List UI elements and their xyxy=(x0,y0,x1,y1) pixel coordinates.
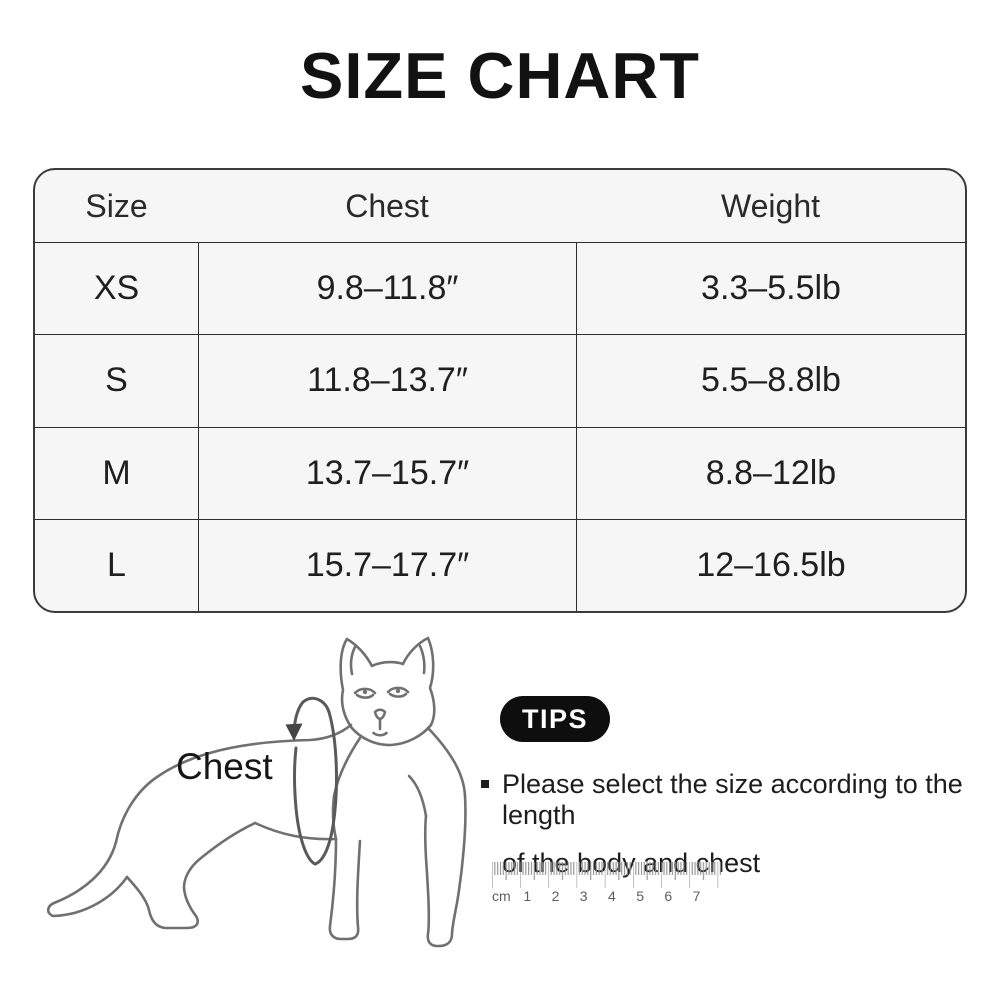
cm-ruler: cm 1 2 3 4 5 6 7 xyxy=(492,859,722,906)
cat-outline xyxy=(46,636,467,948)
cell-weight: 5.5–8.8lb xyxy=(576,335,965,427)
cell-chest: 13.7–15.7″ xyxy=(198,427,576,519)
cell-weight: 3.3–5.5lb xyxy=(576,243,965,335)
note-line-1: Please select the size according to the … xyxy=(481,769,971,831)
column-header-weight: Weight xyxy=(720,187,820,224)
note-text-1: Please select the size according to the … xyxy=(502,769,963,830)
cat-back xyxy=(114,723,353,844)
cell-size: XS xyxy=(93,269,140,308)
cat-pupil-left xyxy=(362,689,368,695)
table-row-s: S 11.8–13.7″ 5.5–8.8lb xyxy=(35,334,965,427)
chest-measurement-label: Chest xyxy=(176,746,273,787)
measure-arrow-icon xyxy=(285,723,303,741)
size-table-header-row: Size Chest Weight xyxy=(35,170,965,242)
ruler-labels: cm 1 2 3 4 5 6 7 xyxy=(492,888,701,904)
cat-nose xyxy=(373,708,387,721)
cell-size: L xyxy=(107,545,126,584)
cat-front-leg-far-inner xyxy=(407,774,428,818)
cat-mouth xyxy=(372,717,388,737)
cat-eye-left xyxy=(353,687,377,699)
ruler-mark-1: 1 xyxy=(523,888,531,904)
page-title: SIZE CHART xyxy=(300,39,700,112)
ruler-mark-2: 2 xyxy=(552,888,560,904)
cell-size: S xyxy=(105,361,128,400)
ruler-mark-6: 6 xyxy=(664,888,672,904)
cat-tail xyxy=(46,840,129,918)
ruler-mark-3: 3 xyxy=(580,888,588,904)
ruler-mark-5: 5 xyxy=(636,888,644,904)
cat-head xyxy=(339,636,436,747)
column-header-size: Size xyxy=(85,187,148,224)
cat-belly xyxy=(253,821,338,841)
tips-badge: TIPS xyxy=(500,696,610,742)
cat-front-leg-far xyxy=(423,794,467,948)
cell-weight: 12–16.5lb xyxy=(576,519,965,611)
cat-front-leg-near xyxy=(328,837,362,941)
cell-chest: 9.8–11.8″ xyxy=(198,243,576,335)
chest-band-top xyxy=(292,696,331,732)
bullet-square-icon xyxy=(481,780,489,788)
ruler-ticks xyxy=(492,859,722,906)
cell-weight: 8.8–12lb xyxy=(576,427,965,519)
ruler-mark-7: 7 xyxy=(693,888,701,904)
table-row-m: M 13.7–15.7″ 8.8–12lb xyxy=(35,426,965,519)
table-row-xs: XS 9.8–11.8″ 3.3–5.5lb xyxy=(35,242,965,335)
ruler-unit-label: cm xyxy=(492,888,511,904)
ruler-mark-4: 4 xyxy=(608,888,616,904)
table-row-l: L 15.7–17.7″ 12–16.5lb xyxy=(35,518,965,611)
cell-chest: 11.8–13.7″ xyxy=(198,335,576,427)
cat-ear-left-inner xyxy=(349,645,357,676)
chest-measure-band xyxy=(292,696,338,866)
chest-band-loop xyxy=(293,710,338,866)
cat-line-drawing xyxy=(46,636,467,948)
cat-eye-right xyxy=(386,686,410,698)
column-header-chest: Chest xyxy=(345,187,429,224)
cell-size: M xyxy=(102,453,131,492)
cat-shoulder xyxy=(426,726,467,798)
cat-hind-leg xyxy=(125,821,257,930)
cat-ear-right-inner xyxy=(418,644,426,675)
cat-pupil-right xyxy=(395,688,401,694)
cell-chest: 15.7–17.7″ xyxy=(198,519,576,611)
size-table: Size Chest Weight XS 9.8–11.8″ 3.3–5.5lb… xyxy=(33,168,967,613)
